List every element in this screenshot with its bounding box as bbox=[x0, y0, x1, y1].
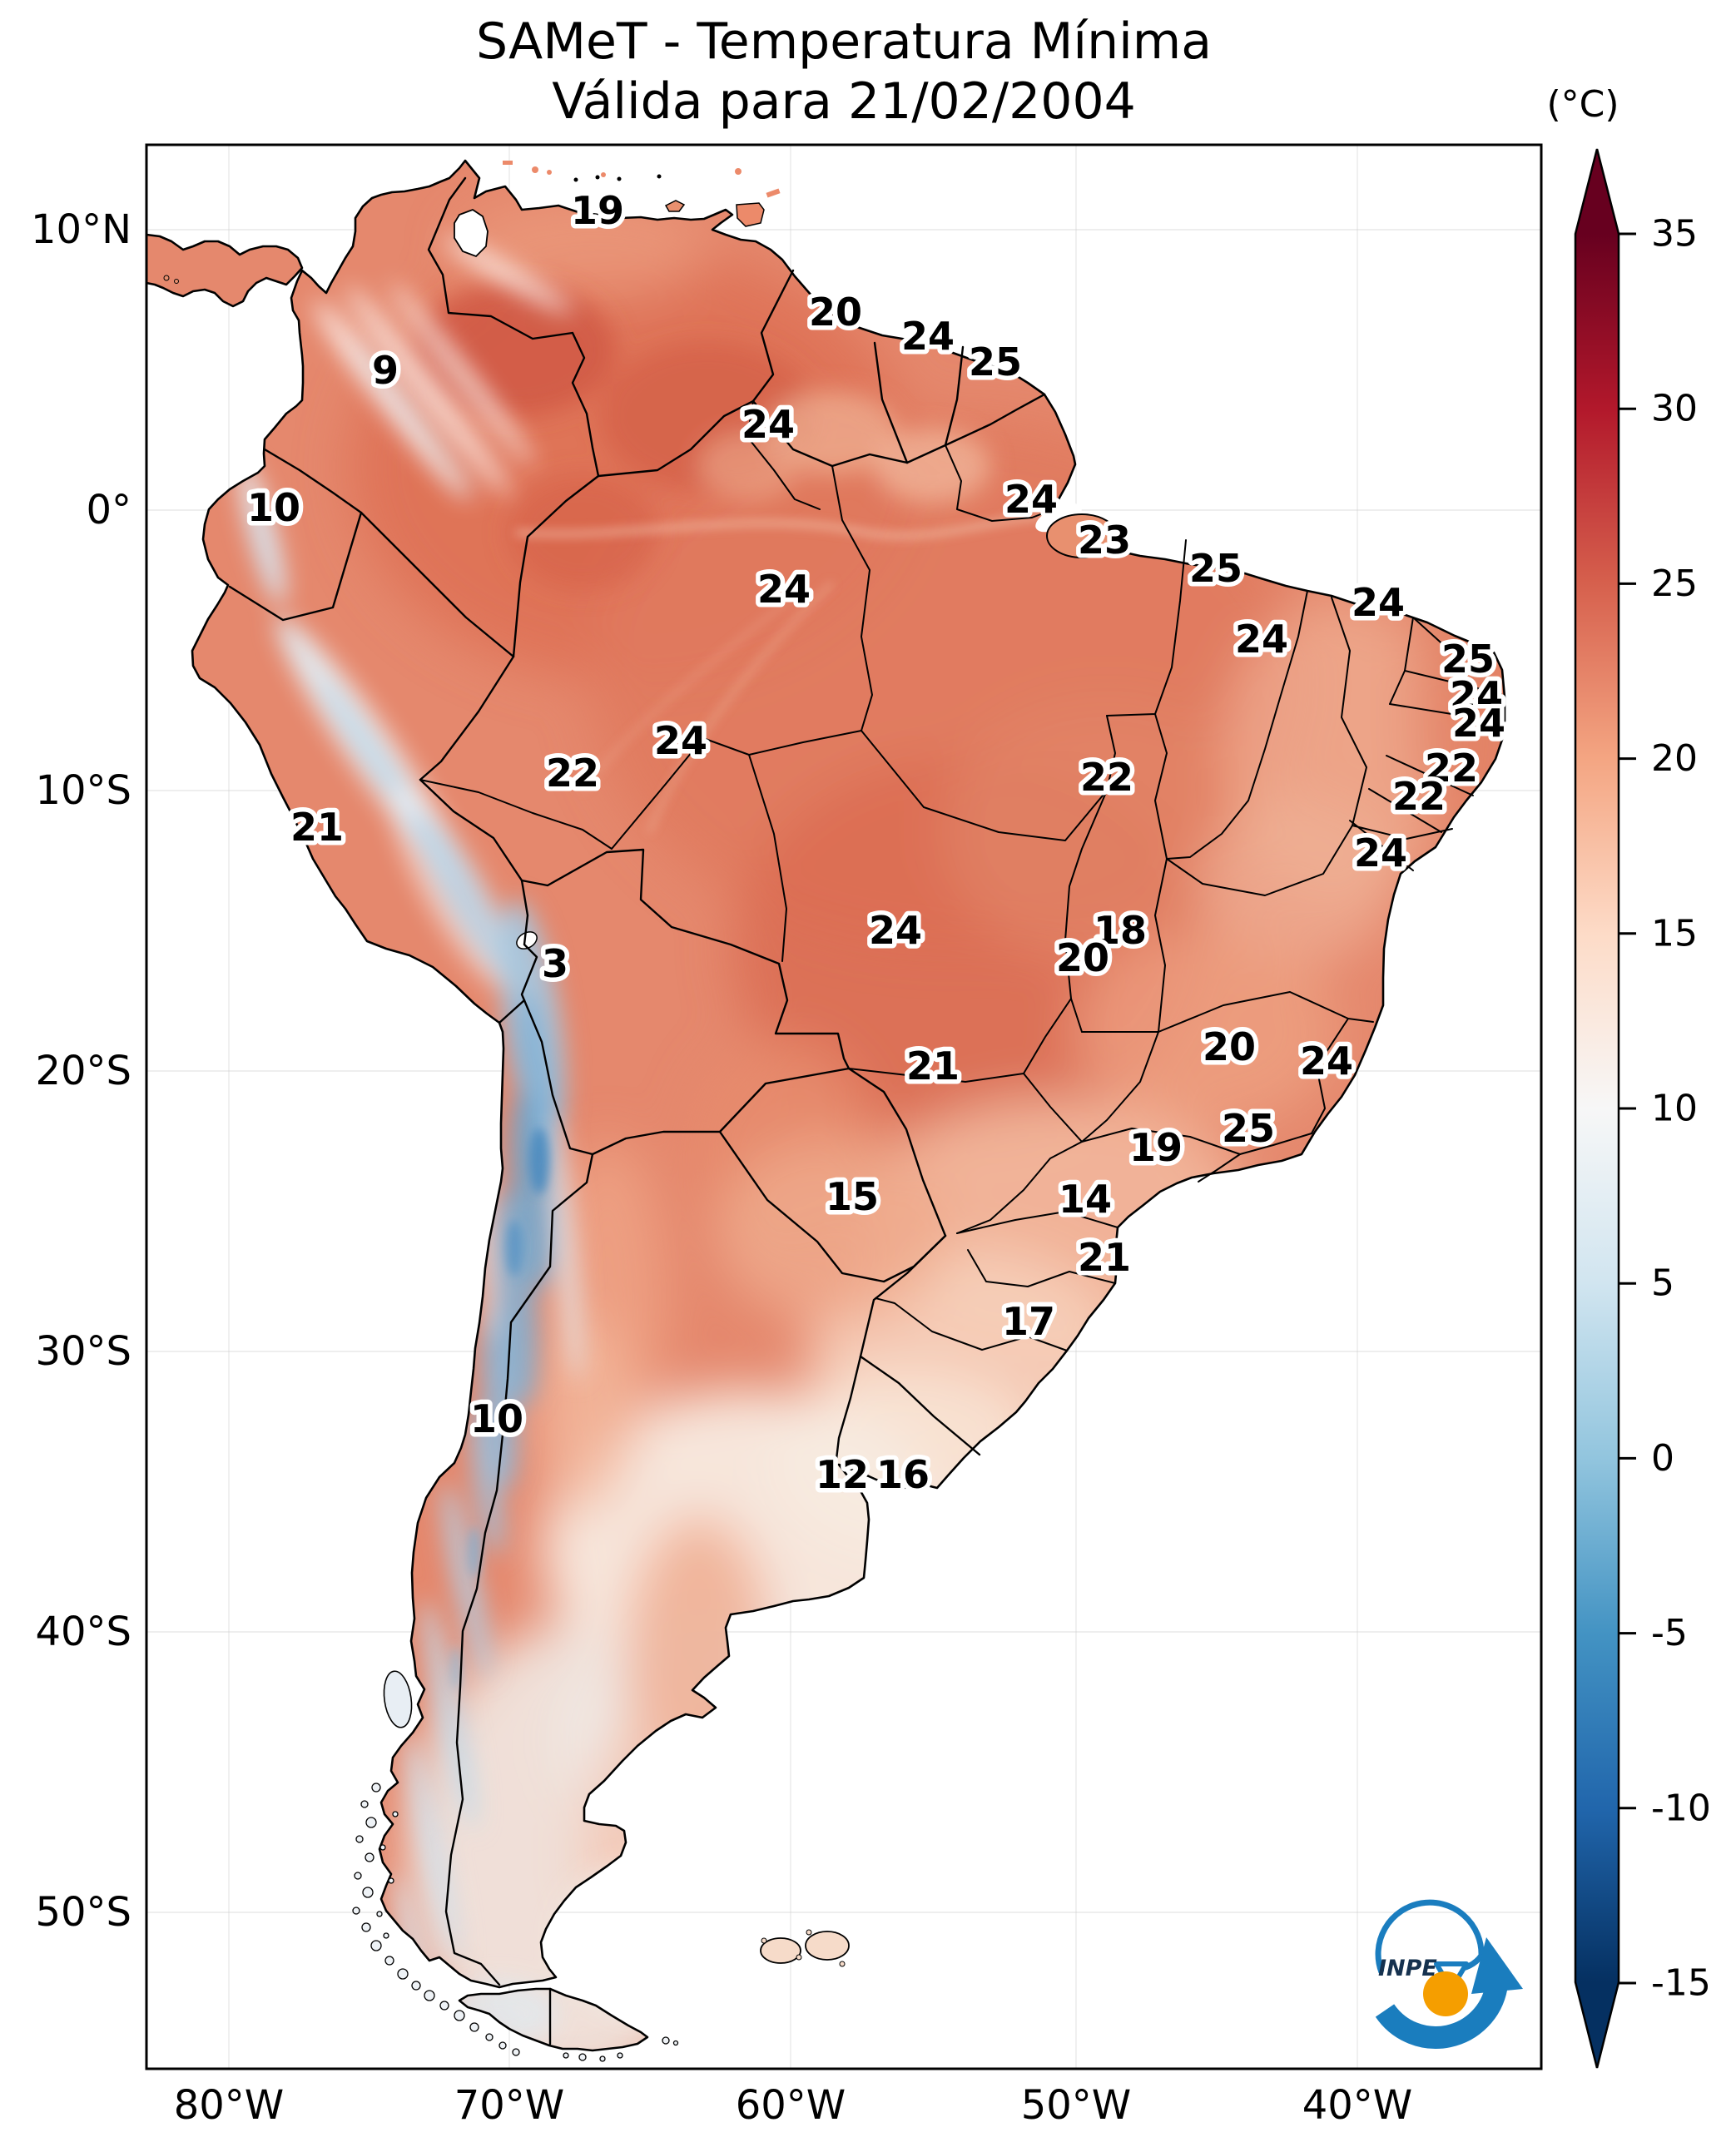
temperature-value-label: 24 bbox=[1354, 831, 1407, 875]
temperature-value-label: 9 bbox=[372, 348, 399, 393]
temperature-value-label: 20 bbox=[1056, 935, 1109, 980]
temperature-value-label: 15 bbox=[826, 1174, 879, 1219]
chiloe-island bbox=[383, 1670, 413, 1728]
logo-big-arrow-head bbox=[1471, 1937, 1523, 1994]
lat-tick-label: 30°S bbox=[35, 1328, 131, 1375]
axis-labels: 10°N 0° 10°S 20°S 30°S 40°S 50°S 80°W 70°W 60°W 50… bbox=[31, 206, 1412, 2129]
temperature-value-label: 25 bbox=[1222, 1106, 1275, 1151]
lake-titicaca bbox=[516, 931, 538, 950]
logo-text: INPE bbox=[1378, 1956, 1437, 1981]
colorbar-tick-label: 5 bbox=[1651, 1262, 1674, 1305]
colorbar-tick-label: 35 bbox=[1651, 213, 1698, 255]
colorbar-ticks: 35 30 25 20 15 10 5 0 -5 -10 -15 (°C) bbox=[1546, 83, 1710, 2005]
colorbar-tick-label: 25 bbox=[1651, 563, 1698, 605]
lon-tick-label: 70°W bbox=[454, 2082, 565, 2129]
amazon-mouth bbox=[1035, 503, 1082, 533]
temperature-value-label: 20 bbox=[1203, 1024, 1256, 1069]
temperature-value-label: 12 bbox=[816, 1452, 869, 1497]
chart-subtitle: Válida para 21/02/2004 bbox=[552, 72, 1136, 131]
colorbar-unit-label: (°C) bbox=[1546, 83, 1619, 126]
colorbar-tick-label: 15 bbox=[1651, 912, 1698, 955]
temperature-value-label: 24 bbox=[654, 718, 707, 763]
marajo-island bbox=[1046, 513, 1118, 558]
lat-tick-label: 20°S bbox=[35, 1048, 131, 1094]
inpe-logo: INPE bbox=[1375, 1899, 1523, 2049]
falkland-islands bbox=[760, 1929, 850, 1967]
temperature-value-label: 25 bbox=[1189, 546, 1242, 591]
temperature-value-label: 10 bbox=[247, 485, 300, 530]
lat-tick-label: 10°N bbox=[31, 206, 131, 253]
temperature-value-label: 10 bbox=[470, 1396, 523, 1441]
colorbar-tick-label: 30 bbox=[1651, 388, 1698, 430]
temperature-value-label: 24 bbox=[869, 908, 922, 953]
temperature-value-label: 24 bbox=[901, 314, 955, 359]
lat-tick-label: 40°S bbox=[35, 1609, 131, 1655]
temperature-value-label: 19 bbox=[1129, 1125, 1183, 1170]
logo-orange-dot bbox=[1423, 1971, 1468, 2016]
temperature-value-label: 24 bbox=[742, 402, 795, 447]
temperature-value-label: 24 bbox=[757, 567, 811, 612]
temperature-field bbox=[146, 161, 1505, 2050]
temperature-value-label: 22 bbox=[1392, 774, 1446, 819]
temperature-value-label: 17 bbox=[1002, 1299, 1055, 1344]
temperature-value-label: 18 bbox=[1094, 908, 1147, 953]
logo-big-arrow-body bbox=[1375, 1985, 1508, 2049]
temperature-value-label: 3 bbox=[542, 941, 568, 986]
temperature-value-label: 16 bbox=[876, 1452, 930, 1497]
tobago-island bbox=[766, 188, 781, 198]
lon-tick-label: 80°W bbox=[174, 2082, 285, 2129]
temperature-value-label: 21 bbox=[1078, 1235, 1131, 1280]
temperature-value-label: 21 bbox=[906, 1044, 960, 1088]
temperature-value-label: 25 bbox=[969, 340, 1022, 384]
islands bbox=[163, 161, 1118, 2062]
lat-tick-label: 10°S bbox=[35, 767, 131, 814]
colorbar-tick-label: -15 bbox=[1651, 1962, 1711, 2005]
colorbar-tick-label: 10 bbox=[1651, 1088, 1698, 1130]
lat-tick-label: 50°S bbox=[35, 1889, 131, 1936]
temperature-value-label: 25 bbox=[1441, 637, 1495, 682]
state-borders bbox=[419, 400, 1504, 1351]
temperature-value-label: 24 bbox=[1300, 1039, 1353, 1083]
temperature-value-label: 24 bbox=[1004, 477, 1058, 522]
lakes bbox=[454, 208, 1082, 950]
temperature-value-label: 20 bbox=[809, 290, 862, 335]
margarita-island bbox=[664, 200, 686, 212]
temperature-value-label: 24 bbox=[1450, 673, 1503, 718]
temperature-value-label: 22 bbox=[1080, 755, 1133, 800]
temperature-value-label: 23 bbox=[1078, 518, 1131, 563]
temperature-value-label: 24 bbox=[1452, 701, 1505, 746]
temperature-value-label: 19 bbox=[571, 188, 624, 233]
logo-swirl-outer bbox=[1375, 1899, 1485, 1974]
temperature-value-label: 24 bbox=[1352, 580, 1405, 625]
lon-tick-label: 50°W bbox=[1021, 2082, 1132, 2129]
temperature-value-label: 22 bbox=[1425, 746, 1478, 791]
map-frame bbox=[145, 143, 1543, 2070]
lon-tick-label: 60°W bbox=[736, 2082, 846, 2129]
country-borders bbox=[228, 176, 1046, 2045]
temperature-value-label: 24 bbox=[1235, 617, 1288, 662]
temperature-value-label: 14 bbox=[1059, 1177, 1112, 1222]
fjord-islets bbox=[352, 1783, 679, 2062]
colorbar-tick-label: -10 bbox=[1651, 1787, 1711, 1829]
chart-title: SAMeT - Temperatura Mínima bbox=[475, 12, 1213, 71]
colorbar: 35 30 25 20 15 10 5 0 -5 -10 -15 (°C) bbox=[1546, 83, 1711, 2069]
temperature-value-label: 22 bbox=[546, 751, 599, 796]
colorbar-tick-label: 0 bbox=[1651, 1437, 1674, 1480]
colorbar-tick-label: 20 bbox=[1651, 737, 1698, 780]
temperature-value-label: 21 bbox=[290, 805, 344, 850]
lon-tick-label: 40°W bbox=[1302, 2082, 1413, 2129]
colorbar-tick-label: -5 bbox=[1651, 1612, 1688, 1654]
trinidad-island bbox=[736, 202, 765, 227]
lat-tick-label: 0° bbox=[86, 487, 131, 533]
colorbar-bar bbox=[1574, 148, 1620, 2069]
lake-maracaibo bbox=[454, 208, 489, 258]
